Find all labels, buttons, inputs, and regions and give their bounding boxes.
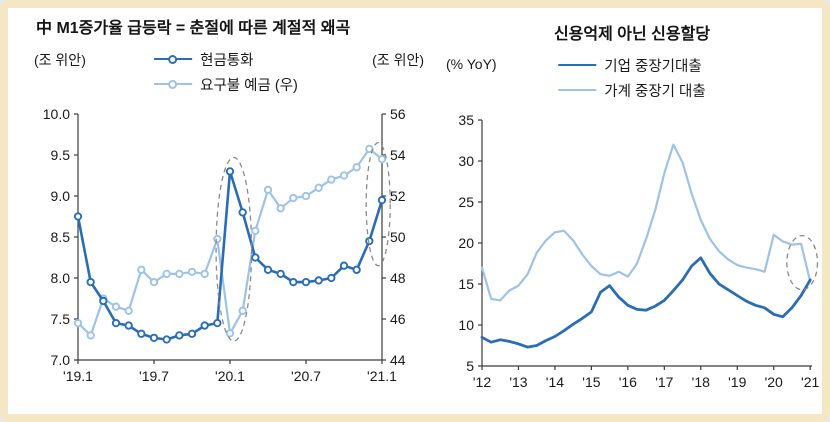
svg-text:'14: '14 [546, 374, 564, 390]
svg-text:'21.1: '21.1 [367, 368, 397, 384]
right-axis-unit-label: (조 위안) [372, 52, 424, 68]
svg-text:46: 46 [390, 311, 406, 327]
svg-text:'16: '16 [619, 374, 637, 390]
legend-item-demand-deposits: 요구불 예금 (우) [154, 74, 298, 95]
svg-text:44: 44 [390, 352, 406, 368]
svg-text:'19.7: '19.7 [139, 368, 169, 384]
svg-text:10.0: 10.0 [43, 106, 70, 122]
line-chart-plot: 5 10 15 20 25 30 35 '12 '13 '14 '15 '16 '17 '18 '19 '20… [458, 112, 819, 390]
svg-text:20: 20 [458, 235, 474, 251]
svg-text:56: 56 [390, 106, 406, 122]
legend-line-marker-swatch [154, 54, 193, 65]
svg-text:'20.7: '20.7 [291, 368, 321, 384]
legend: 기업 중장기대출 가계 중장기 대출 [558, 55, 706, 101]
svg-text:'15: '15 [582, 374, 600, 390]
svg-text:9.0: 9.0 [51, 188, 71, 204]
line-chart-plot: 7.0 7.5 8.0 8.5 9.0 9.5 10.0 44 46 48 50 52 54 56 '19.… [43, 106, 406, 384]
svg-text:52: 52 [390, 188, 406, 204]
content-panel: 中 M1증가율 급등락 = 춘절에 따른 계절적 왜곡 (조 위안) 현금통화 … [8, 8, 822, 414]
legend-item-household-loans: 가계 중장기 대출 [558, 80, 706, 101]
svg-text:'12: '12 [473, 374, 491, 390]
svg-text:5: 5 [466, 358, 474, 374]
svg-text:'21: '21 [801, 374, 819, 390]
svg-text:54: 54 [390, 147, 406, 163]
svg-text:'20: '20 [765, 374, 783, 390]
legend-line-marker-swatch [154, 79, 193, 90]
left-axis-unit-label: (% YoY) [446, 56, 497, 72]
legend-item-cash-currency: 현금통화 [154, 49, 253, 70]
svg-text:7.5: 7.5 [51, 311, 71, 327]
svg-text:50: 50 [390, 229, 406, 245]
svg-text:'20.1: '20.1 [215, 368, 245, 384]
svg-text:9.5: 9.5 [51, 147, 71, 163]
svg-text:15: 15 [458, 276, 474, 292]
left-axis-unit-label: (조 위안) [34, 52, 86, 68]
legend-label: 현금통화 [200, 53, 254, 69]
chart-m1-seasonality: 中 M1증가율 급등락 = 춘절에 따른 계절적 왜곡 (조 위안) 현금통화 … [24, 14, 428, 390]
chart-credit-allocation: 신용억제 아닌 신용할당 (% YoY) 기업 중장기대출 가계 중장기 대출 … [436, 14, 828, 396]
chart-header: (% YoY) 기업 중장기대출 가계 중장기 대출 [436, 54, 828, 110]
svg-text:35: 35 [458, 112, 474, 128]
svg-text:8.0: 8.0 [51, 270, 71, 286]
legend-item-corporate-loans: 기업 중장기대출 [558, 55, 702, 76]
svg-text:'17: '17 [655, 374, 673, 390]
svg-text:'19: '19 [728, 374, 746, 390]
svg-text:7.0: 7.0 [51, 352, 71, 368]
svg-text:10: 10 [458, 317, 474, 333]
legend-label: 가계 중장기 대출 [604, 84, 706, 100]
svg-text:25: 25 [458, 194, 474, 210]
legend-label: 요구불 예금 (우) [200, 78, 298, 94]
svg-text:'13: '13 [509, 374, 527, 390]
legend-label: 기업 중장기대출 [604, 59, 702, 75]
chart-title: 中 M1증가율 급등락 = 춘절에 따른 계절적 왜곡 [36, 20, 351, 37]
svg-text:8.5: 8.5 [51, 229, 71, 245]
svg-text:'18: '18 [692, 374, 710, 390]
legend-line-swatch [558, 60, 597, 71]
chart-title: 신용억제 아닌 신용할당 [553, 26, 711, 43]
svg-text:48: 48 [390, 270, 406, 286]
svg-text:30: 30 [458, 153, 474, 169]
svg-text:'19.1: '19.1 [63, 368, 93, 384]
chart-header: (조 위안) 현금통화 요구불 예금 (우) (조 위안) [24, 48, 428, 104]
legend-line-swatch [558, 85, 597, 96]
legend: 현금통화 요구불 예금 (우) [154, 49, 298, 95]
